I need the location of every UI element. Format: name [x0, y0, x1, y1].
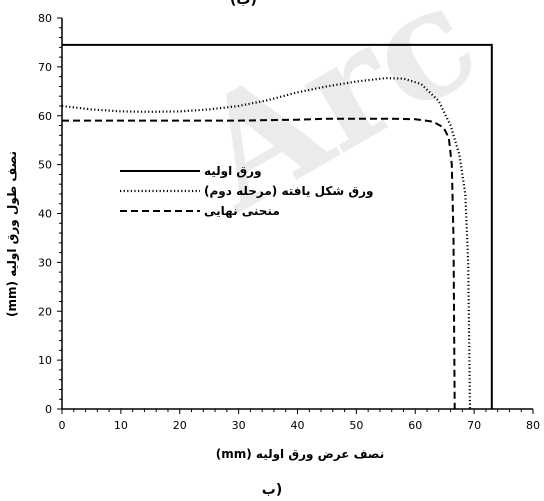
legend-label-2: ورق شکل یافته (مرحله دوم)	[204, 184, 373, 199]
y-tick-label: 20	[38, 305, 52, 318]
x-tick-label: 0	[59, 419, 66, 432]
y-tick-label: 40	[38, 208, 52, 221]
y-tick-label: 80	[38, 12, 52, 25]
plot-area: 0 10 20 30 40 50 60 70 80 0 10 20 30 40 50 60 70 80 ورق او…	[38, 12, 540, 432]
legend-label-3: منحنی نهایی	[204, 204, 280, 218]
figure-caption: ب)	[262, 482, 282, 498]
x-axis-title: نصف عرض ورق اولیه (mm)	[216, 447, 384, 462]
x-tick-label: 20	[173, 419, 187, 432]
y-tick-label: 30	[38, 256, 52, 269]
y-tick-label: 70	[38, 61, 52, 74]
x-tick-label: 60	[408, 419, 422, 432]
x-tick-label: 30	[232, 419, 246, 432]
x-tick-label: 50	[349, 419, 363, 432]
x-tick-label: 40	[291, 419, 305, 432]
series-line-3	[62, 117, 456, 410]
y-tick-label: 60	[38, 110, 52, 123]
top-caption: (ب)	[230, 0, 257, 8]
y-tick-label: 10	[38, 354, 52, 367]
y-tick-label: 50	[38, 159, 52, 172]
x-tick-label: 70	[467, 419, 481, 432]
y-axis-title: نصف طول ورق اولیه (mm)	[5, 151, 20, 317]
series-line-1	[62, 43, 493, 409]
x-tick-label: 80	[526, 419, 540, 432]
x-tick-label: 10	[114, 419, 128, 432]
legend-label-1: ورق اولیه	[204, 164, 262, 179]
y-tick-label: 0	[45, 403, 52, 416]
